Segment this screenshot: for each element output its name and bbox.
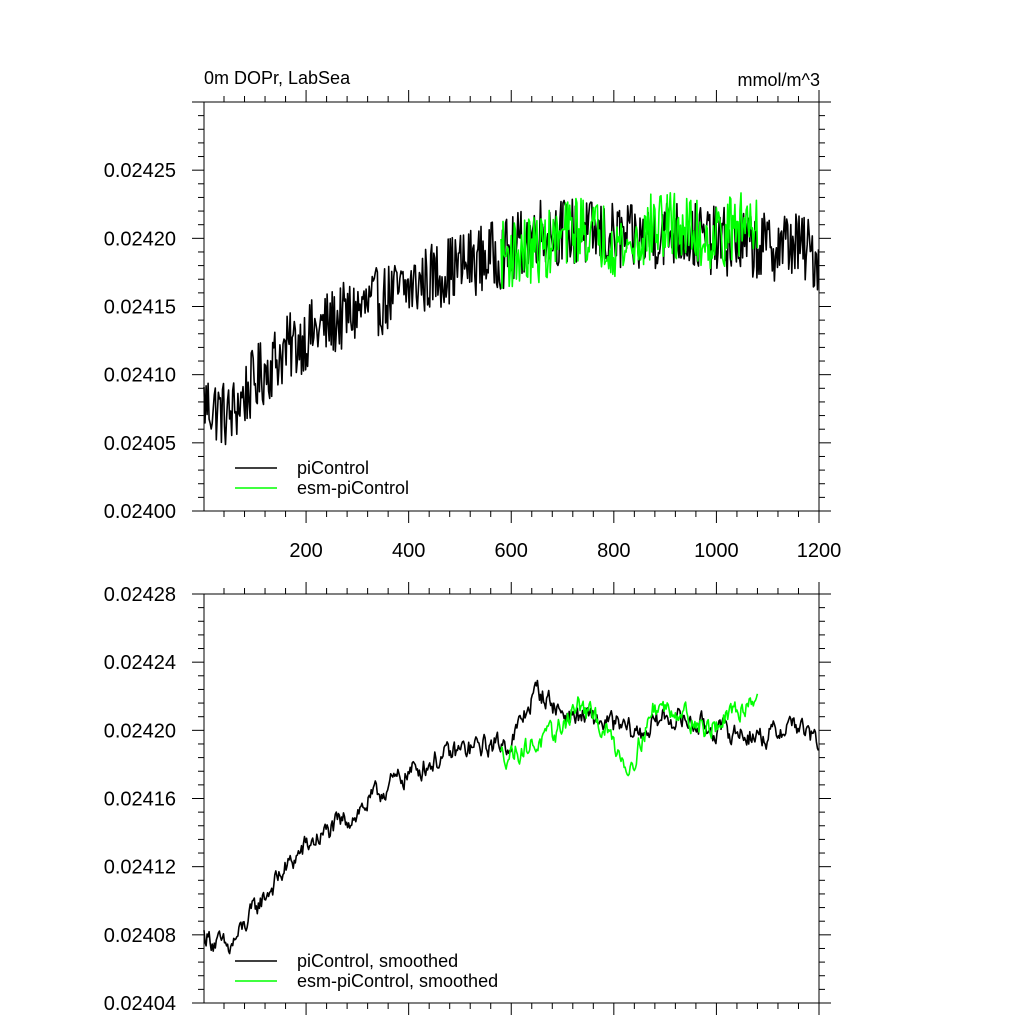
top-panel-units: mmol/m^3 (738, 70, 820, 90)
y-tick-label: 0.02420 (104, 228, 176, 250)
series-line (500, 693, 759, 777)
top-panel-frame (203, 101, 820, 512)
top-panel-title: 0m DOPr, LabSea (204, 68, 351, 88)
legend-label: esm-piControl, smoothed (297, 971, 498, 991)
bottom-panel-frame (203, 593, 820, 1004)
y-tick-label: 0.02404 (104, 993, 176, 1015)
y-tick-label: 0.02408 (104, 925, 176, 947)
bottom-panel-series (203, 679, 820, 955)
y-tick-label: 0.02416 (104, 789, 176, 811)
y-tick-label: 0.02412 (104, 857, 176, 879)
x-tick-label: 800 (597, 540, 630, 562)
bottom-panel-ticks: 0.02404 0.02408 0.02412 0.02416 0.02420 0.024… (104, 582, 831, 1015)
x-tick-label: 1000 (694, 540, 739, 562)
legend-label: piControl, smoothed (297, 951, 458, 971)
y-tick-label: 0.02405 (104, 433, 176, 455)
bottom-panel: 0.02404 0.02408 0.02412 0.02416 0.02420 0.024… (104, 582, 831, 1015)
x-tick-label: 400 (392, 540, 425, 562)
y-tick-label: 0.02415 (104, 297, 176, 319)
y-tick-label: 0.02420 (104, 720, 176, 742)
y-tick-label: 0.02425 (104, 160, 176, 182)
x-tick-label: 200 (289, 540, 322, 562)
series-line (500, 192, 759, 289)
y-tick-label: 0.02410 (104, 365, 176, 387)
top-panel-ticks: 200 400 600 800 1000 1200 0.02400 0.02405 0.0241… (104, 90, 842, 562)
x-tick-label: 600 (495, 540, 528, 562)
top-panel-series (203, 192, 820, 446)
x-tick-label: 1200 (797, 540, 842, 562)
y-tick-label: 0.02428 (104, 584, 176, 606)
legend-label: esm-piControl (297, 478, 409, 498)
top-panel: 0m DOPr, LabSea mmol/m^3 200 400 600 800 100… (104, 68, 842, 562)
series-line (203, 679, 820, 955)
legend-label: piControl (297, 458, 369, 478)
y-tick-label: 0.02424 (104, 652, 176, 674)
y-tick-label: 0.02400 (104, 501, 176, 523)
